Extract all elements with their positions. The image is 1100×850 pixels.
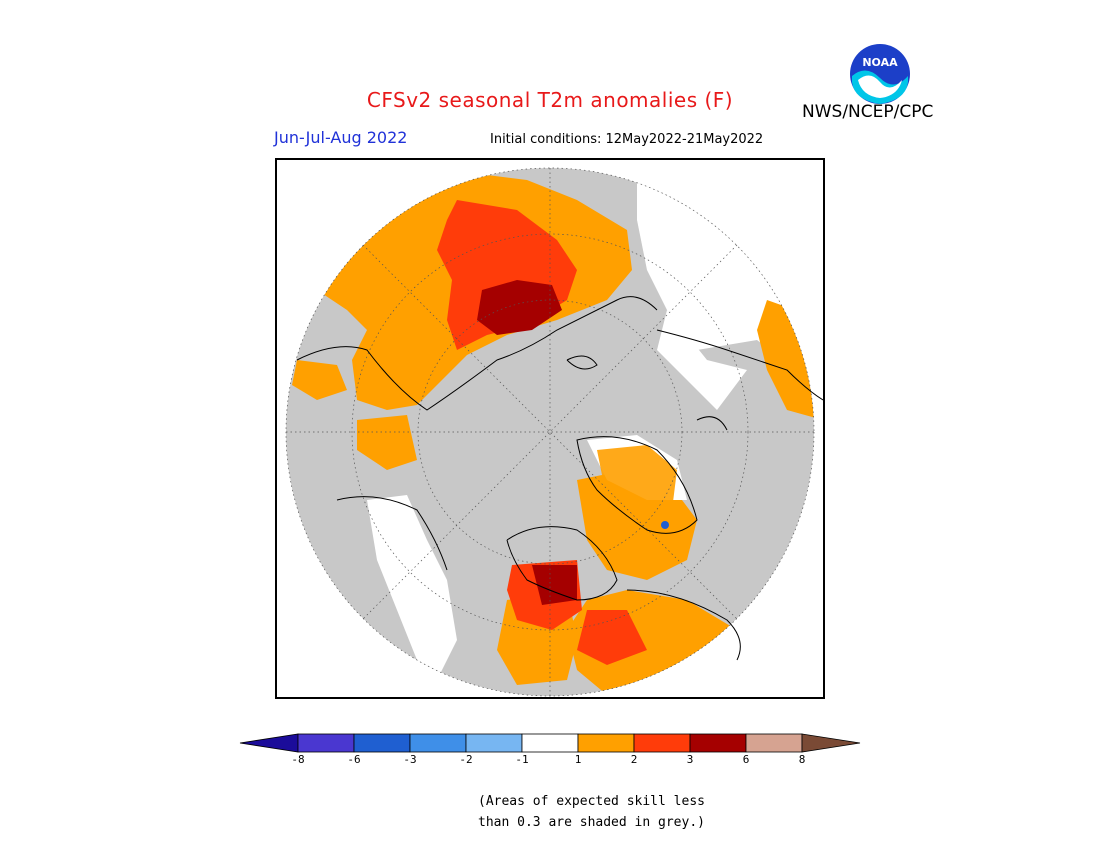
anomaly-white-region	[657, 310, 747, 410]
colorbar-bin-0	[239, 733, 299, 753]
anomaly-darkred-region	[477, 280, 562, 335]
colorbar-bin-7	[633, 733, 691, 753]
cold-anomaly-spot	[661, 521, 669, 529]
anomaly-orange-region	[292, 360, 347, 400]
colorbar-tick-7: 3	[686, 753, 694, 766]
chart-title: CFSv2 seasonal T2m anomalies (F)	[366, 88, 734, 112]
anomaly-orange-region	[597, 445, 677, 520]
colorbar-bin-3	[409, 733, 467, 753]
polar-map	[277, 160, 823, 697]
anomaly-darkred-region	[532, 565, 577, 605]
colorbar-bin-6	[577, 733, 635, 753]
noaa-logo-text: NOAA	[862, 56, 898, 69]
organization-label: NWS/NCEP/CPC	[802, 102, 934, 122]
anomaly-red-region	[577, 610, 647, 665]
skill-note: (Areas of expected skill less than 0.3 a…	[478, 791, 705, 833]
skill-note-line: (Areas of expected skill less	[478, 794, 705, 809]
colorbar-bin-2	[353, 733, 411, 753]
colorbar-tick-5: 1	[574, 753, 582, 766]
colorbar-tick-8: 6	[742, 753, 750, 766]
colorbar-bin-10	[801, 733, 861, 753]
colorbar-bin-5	[521, 733, 579, 753]
colorbar-bin-8	[689, 733, 747, 753]
colorbar-bin-9	[745, 733, 803, 753]
skill-note-line: than 0.3 are shaded in grey.)	[478, 815, 705, 830]
coastlines	[296, 296, 823, 661]
graticule	[285, 167, 815, 697]
color-bar	[239, 733, 861, 753]
colorbar-bin-1	[297, 733, 355, 753]
colorbar-tick-0: -8	[291, 753, 305, 766]
noaa-logo: NOAA	[850, 44, 910, 104]
colorbar-tick-6: 2	[630, 753, 638, 766]
anomaly-white-region	[367, 495, 457, 680]
colorbar-tick-9: 8	[798, 753, 806, 766]
colorbar-tick-2: -3	[403, 753, 417, 766]
anomaly-orange-region	[357, 415, 417, 470]
initial-conditions: Initial conditions: 12May2022-21May2022	[490, 132, 764, 147]
forecast-period: Jun-Jul-Aug 2022	[274, 128, 408, 147]
colorbar-tick-1: -6	[347, 753, 361, 766]
colorbar-tick-3: -2	[459, 753, 473, 766]
map-frame	[275, 158, 825, 699]
colorbar-tick-4: -1	[515, 753, 529, 766]
colorbar-bin-4	[465, 733, 523, 753]
